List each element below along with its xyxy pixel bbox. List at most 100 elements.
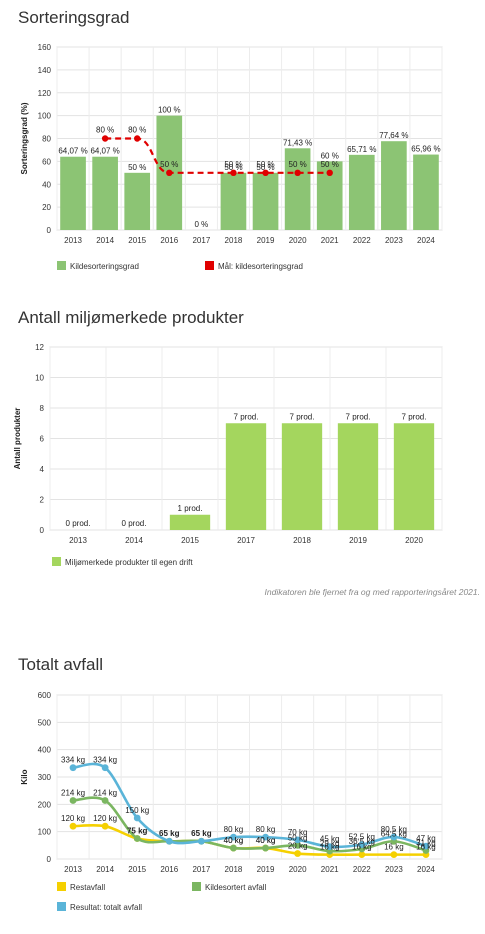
c3-x-tick: 2021 — [321, 865, 339, 874]
c1-y-tick: 160 — [38, 43, 52, 52]
c3-point-label: 16 kg — [416, 843, 436, 852]
c2-y-tick: 10 — [35, 374, 44, 383]
c3-point-label: 29 kg — [320, 839, 340, 848]
c1-bar — [381, 141, 407, 230]
c1-bar-label: 50 % — [256, 163, 274, 172]
c2-bar — [225, 423, 267, 530]
c2-bar-label: 7 prod. — [402, 412, 427, 421]
c2-legend-label: Miljømerkede produkter til egen drift — [65, 558, 193, 567]
c1-bar — [92, 156, 118, 230]
c3-x-tick: 2014 — [96, 865, 114, 874]
c1-legend-bars-swatch — [57, 261, 66, 270]
c3-point-label: 65 kg — [191, 829, 212, 838]
c1-target-label: 50 % — [289, 160, 307, 169]
c2-y-axis-label: Antall produkter — [13, 408, 22, 470]
c3-x-tick: 2020 — [289, 865, 307, 874]
c3-x-tick: 2023 — [385, 865, 403, 874]
c1-x-tick: 2013 — [64, 236, 82, 245]
c3-point — [262, 833, 269, 841]
c3-legend-restavfall-swatch — [57, 882, 66, 891]
c3-point — [358, 841, 366, 849]
c3-point — [101, 797, 109, 804]
c1-target-label: 80 % — [96, 126, 114, 135]
c1-x-tick: 2017 — [192, 236, 210, 245]
c1-y-tick: 0 — [47, 226, 52, 235]
c3-point-label: 70 kg — [288, 828, 308, 837]
c3-point-label: 16 kg — [384, 843, 404, 852]
c3-point — [390, 833, 398, 841]
c3-legend-restavfall-label: Restavfall — [70, 883, 105, 892]
c1-target-point — [101, 135, 109, 142]
c1-y-tick: 20 — [42, 203, 51, 212]
c3-point — [294, 850, 302, 857]
c3-x-tick: 2024 — [417, 865, 435, 874]
c3-point-label: 31 kg — [416, 839, 436, 848]
c2-y-tick: 0 — [40, 526, 45, 535]
c2-bar — [393, 423, 435, 530]
c3-point-label: 334 kg — [93, 756, 117, 765]
c3-point-label: 52,5 kg — [349, 833, 375, 842]
c1-bar — [220, 172, 247, 230]
c1-bar-label: 100 % — [158, 106, 181, 115]
c1-target-point — [326, 169, 333, 177]
c1-x-tick: 2021 — [321, 236, 339, 245]
c2-y-tick: 4 — [40, 465, 45, 474]
c3-point — [165, 837, 173, 845]
c2-bar-label: 1 prod. — [178, 504, 203, 513]
c3-point — [422, 842, 430, 850]
c1-target-label: 50 % — [256, 160, 274, 169]
c1-bar — [413, 154, 439, 230]
c1-bar-label: 65,96 % — [411, 145, 440, 154]
c3-point — [326, 843, 334, 851]
c1-x-tick: 2016 — [160, 236, 178, 245]
c2-x-tick: 2014 — [125, 536, 143, 545]
c3-point-label: 120 kg — [61, 814, 85, 823]
c3-y-tick: 600 — [38, 691, 52, 700]
c2-bar-label: 7 prod. — [290, 412, 315, 421]
c1-target-point — [230, 169, 237, 177]
c1-bar-label: 77,64 % — [379, 131, 408, 140]
c3-y-tick: 300 — [38, 773, 52, 782]
c3-x-tick: 2015 — [128, 865, 146, 874]
c3-legend-totalt-label: Resultat: totalt avfall — [70, 903, 142, 912]
c3-point-label: 80 kg — [256, 825, 276, 834]
c2-x-tick: 2017 — [237, 536, 255, 545]
c2-x-tick: 2019 — [349, 536, 367, 545]
c1-y-tick: 80 — [42, 135, 51, 144]
c3-point-label: 334 kg — [61, 756, 85, 765]
c3-x-tick: 2016 — [160, 865, 178, 874]
c3-point-label: 50 kg — [288, 833, 308, 842]
c3-point-label: 80,5 kg — [381, 825, 407, 834]
c1-target-label: 50 % — [160, 160, 178, 169]
c3-y-tick: 200 — [38, 800, 52, 809]
c1-x-tick: 2022 — [353, 236, 371, 245]
sorteringsgrad-chart: 0 20 40 60 80 100 120 140 160 2013 2014 2015 2016 201… — [20, 43, 443, 271]
c1-bar-label: 50 % — [128, 163, 146, 172]
c1-target-label: 80 % — [128, 126, 146, 135]
c1-target-point — [294, 169, 301, 177]
c1-x-tick: 2018 — [225, 236, 243, 245]
c3-y-tick: 500 — [38, 718, 52, 727]
c2-bar — [337, 423, 379, 530]
c1-y-tick: 60 — [42, 157, 51, 166]
c3-point — [69, 822, 77, 830]
c2-bar-label: 7 prod. — [234, 412, 259, 421]
c2-y-tick: 2 — [40, 496, 45, 505]
c3-point — [133, 814, 141, 822]
c2-y-tick: 12 — [35, 343, 44, 352]
c2-bar-label: 7 prod. — [346, 412, 371, 421]
c3-point-label: 65 kg — [159, 829, 180, 838]
c1-bar — [284, 148, 311, 230]
c1-target-point — [262, 169, 269, 177]
c1-y-tick: 100 — [38, 112, 52, 121]
miljomerkede-chart: 0 2 4 6 8 10 12 2013 2014 2015 2017 2018 2019 2020 Ant… — [13, 343, 443, 567]
c2-bar-label: 0 prod. — [66, 519, 91, 528]
c1-x-tick: 2024 — [417, 236, 435, 245]
c1-x-tick: 2019 — [257, 236, 275, 245]
c3-point-label: 16 kg — [320, 843, 340, 852]
c2-legend-swatch — [52, 557, 61, 566]
c3-point — [230, 833, 237, 841]
c2-x-tick: 2018 — [293, 536, 311, 545]
c2-bar-label: 0 prod. — [122, 519, 147, 528]
c1-y-tick: 120 — [38, 89, 52, 98]
